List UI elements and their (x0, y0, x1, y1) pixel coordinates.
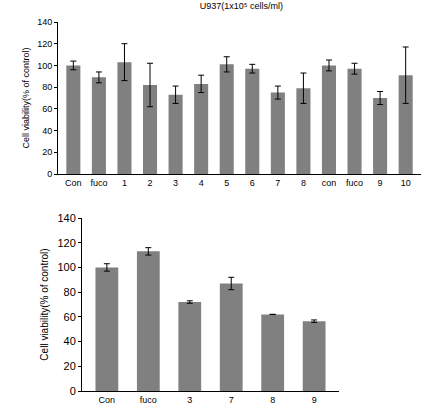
svg-text:fuco: fuco (90, 178, 107, 188)
svg-text:0: 0 (47, 169, 52, 179)
svg-text:120: 120 (57, 237, 75, 249)
svg-text:1: 1 (122, 178, 127, 188)
svg-text:60: 60 (64, 311, 76, 323)
svg-text:fuco: fuco (346, 178, 363, 188)
svg-text:U937(1x10⁵ cells/ml): U937(1x10⁵ cells/ml) (200, 1, 283, 11)
svg-text:2: 2 (148, 178, 153, 188)
svg-text:40: 40 (42, 126, 52, 136)
svg-text:140: 140 (57, 212, 75, 224)
svg-text:6: 6 (250, 178, 255, 188)
svg-text:8: 8 (270, 395, 275, 405)
svg-text:9: 9 (378, 178, 383, 188)
svg-text:10: 10 (401, 178, 411, 188)
svg-text:20: 20 (42, 147, 52, 157)
svg-text:Con: Con (65, 178, 82, 188)
svg-text:3: 3 (187, 395, 192, 405)
svg-text:0: 0 (70, 385, 76, 397)
svg-text:40: 40 (64, 335, 76, 347)
svg-text:3: 3 (173, 178, 178, 188)
svg-text:140: 140 (37, 17, 52, 27)
svg-text:60: 60 (42, 104, 52, 114)
svg-text:100: 100 (57, 261, 75, 273)
svg-text:5: 5 (224, 178, 229, 188)
svg-text:Cell viability(% of control): Cell viability(% of control) (21, 47, 31, 148)
svg-text:con: con (322, 178, 337, 188)
svg-text:7: 7 (229, 395, 234, 405)
svg-text:9: 9 (312, 395, 317, 405)
svg-text:80: 80 (64, 286, 76, 298)
svg-text:fuco: fuco (140, 395, 157, 405)
svg-text:80: 80 (42, 82, 52, 92)
svg-text:4: 4 (199, 178, 204, 188)
svg-text:120: 120 (37, 39, 52, 49)
svg-text:7: 7 (275, 178, 280, 188)
svg-text:Cell viability(% of control): Cell viability(% of control) (39, 248, 50, 360)
svg-text:Con: Con (99, 395, 116, 405)
svg-text:8: 8 (301, 178, 306, 188)
svg-text:20: 20 (64, 360, 76, 372)
svg-text:100: 100 (37, 61, 52, 71)
